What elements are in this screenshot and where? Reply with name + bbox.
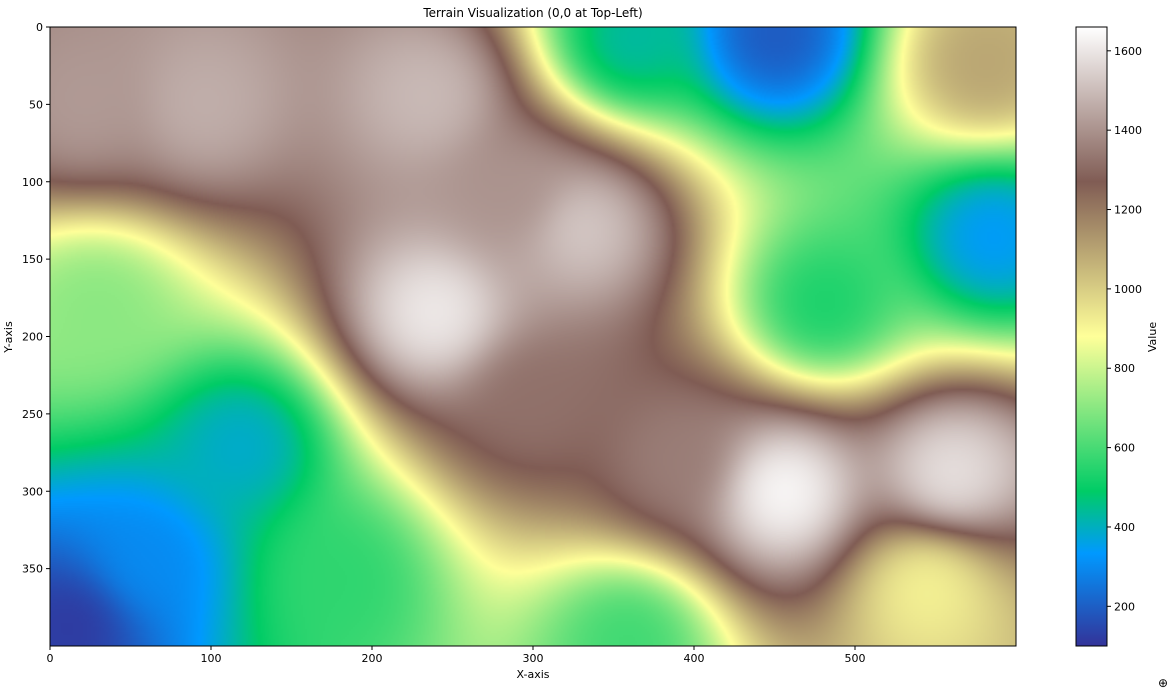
y-tick-label: 300 <box>22 485 43 498</box>
colorbar-tick-label: 1400 <box>1114 124 1142 137</box>
x-tick-label: 0 <box>47 652 54 665</box>
colorbar-tick-label: 1000 <box>1114 283 1142 296</box>
y-axis-label: Y-axis <box>2 321 15 354</box>
chart-title: Terrain Visualization (0,0 at Top-Left) <box>422 6 642 20</box>
colorbar-tick-label: 600 <box>1114 442 1135 455</box>
x-axis-ticks: 0 100 200 300 400 500 <box>47 646 866 665</box>
y-tick-label: 350 <box>22 563 43 576</box>
colorbar-tick-label: 800 <box>1114 362 1135 375</box>
colorbar-tick-label: 200 <box>1114 600 1135 613</box>
y-axis-ticks: 0 50 100 150 200 250 300 350 <box>22 21 50 576</box>
colorbar-label: Value <box>1146 322 1159 352</box>
y-tick-label: 250 <box>22 408 43 421</box>
colorbar-tick-label: 1200 <box>1114 204 1142 217</box>
x-tick-label: 300 <box>523 652 544 665</box>
y-tick-label: 100 <box>22 176 43 189</box>
colorbar-ticks: 200 400 600 800 1000 1200 1400 1600 <box>1107 45 1142 613</box>
corner-glyph: ⊕ <box>1158 676 1168 690</box>
y-tick-label: 0 <box>36 21 43 34</box>
colorbar-gradient <box>1075 26 1108 647</box>
x-tick-label: 400 <box>684 652 705 665</box>
colorbar-tick-label: 1600 <box>1114 45 1142 58</box>
x-axis-label: X-axis <box>517 668 550 681</box>
x-tick-label: 200 <box>362 652 383 665</box>
x-tick-label: 100 <box>201 652 222 665</box>
heatmap-plot-area <box>49 26 1017 647</box>
y-tick-label: 150 <box>22 253 43 266</box>
colorbar: 200 400 600 800 1000 1200 1400 1600 Value <box>1075 26 1159 647</box>
y-tick-label: 50 <box>29 98 43 111</box>
y-tick-label: 200 <box>22 331 43 344</box>
x-tick-label: 500 <box>845 652 866 665</box>
colorbar-tick-label: 400 <box>1114 521 1135 534</box>
